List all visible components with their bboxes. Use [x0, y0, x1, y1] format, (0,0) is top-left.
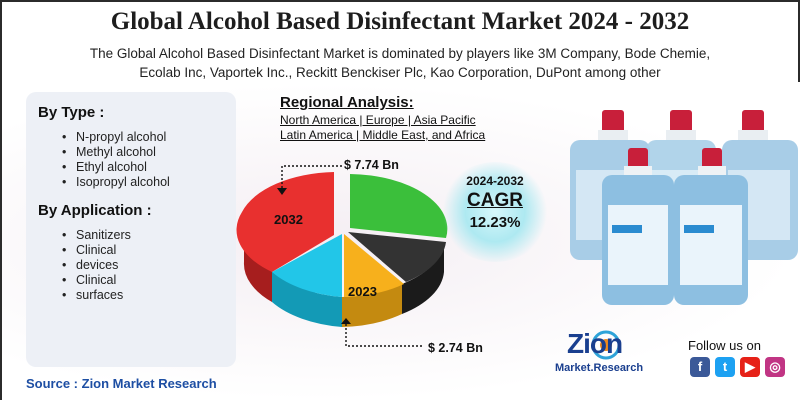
subtitle: The Global Alcohol Based Disinfectant Ma… [22, 44, 778, 82]
regional-line-1: North America | Europe | Asia Pacific [280, 113, 476, 127]
arrow-2023 [340, 318, 426, 352]
type-item: Isopropyl alcohol [60, 175, 170, 190]
application-item: Clinical [60, 273, 131, 288]
arrow-2032 [274, 160, 344, 196]
page-title: Global Alcohol Based Disinfectant Market… [2, 8, 798, 36]
by-application-list: Sanitizers Clinical devices Clinical sur… [60, 228, 131, 303]
application-item: surfaces [60, 288, 131, 303]
application-item: Sanitizers [60, 228, 131, 243]
pie-year-2032: 2032 [274, 212, 303, 227]
pie-year-2023: 2023 [348, 284, 377, 299]
source-credit: Source : Zion Market Research [26, 376, 217, 391]
twitter-icon[interactable]: t [715, 357, 735, 377]
zion-logo-text: Zion [567, 328, 622, 360]
application-item: devices [60, 258, 131, 273]
type-item: N-propyl alcohol [60, 130, 170, 145]
youtube-icon[interactable]: ▶ [740, 357, 760, 377]
type-item: Ethyl alcohol [60, 160, 170, 175]
cagr-value: 12.23% [452, 214, 538, 231]
cagr-label: CAGR [452, 190, 538, 212]
type-item: Methyl alcohol [60, 145, 170, 160]
by-type-list: N-propyl alcohol Methyl alcohol Ethyl al… [60, 130, 170, 190]
pie-slice-green [350, 174, 447, 238]
subtitle-line-1: The Global Alcohol Based Disinfectant Ma… [22, 44, 778, 63]
application-item: Clinical [60, 243, 131, 258]
instagram-icon[interactable]: ◎ [765, 357, 785, 377]
disinfectant-bottles-image [562, 100, 800, 330]
application-item-cont: devices [76, 258, 118, 272]
by-type-title: By Type : [38, 104, 104, 121]
follow-us-label: Follow us on [688, 338, 761, 353]
cagr-period: 2024-2032 [452, 174, 538, 188]
regional-line-2: Latin America | Middle East, and Africa [280, 128, 485, 142]
application-item-cont: surfaces [76, 288, 123, 302]
regional-analysis-title: Regional Analysis: [280, 94, 414, 111]
zion-logo-sub: Market.Research [555, 362, 643, 374]
value-2023: $ 2.74 Bn [428, 341, 483, 355]
value-2032: $ 7.74 Bn [344, 158, 399, 172]
by-application-title: By Application : [38, 202, 152, 219]
facebook-icon[interactable]: f [690, 357, 710, 377]
subtitle-line-2: Ecolab Inc, Vaportek Inc., Reckitt Benck… [22, 63, 778, 82]
